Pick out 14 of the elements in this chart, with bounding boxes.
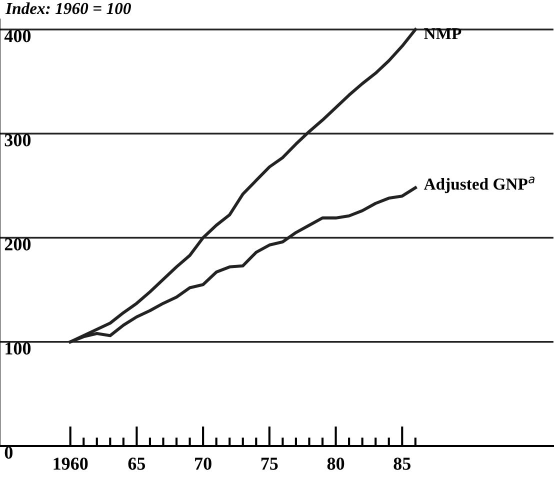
series-label: Adjusted GNP$^{a}$ [424, 176, 534, 194]
y-tick-label: 200 [4, 238, 31, 250]
x-tick-label: 65 [128, 458, 146, 470]
x-tick-label: 1960 [54, 458, 88, 470]
x-tick-label: 85 [394, 458, 411, 470]
y-tick-label: 300 [4, 134, 31, 146]
x-tick-label: 70 [195, 458, 212, 470]
y-tick-label: 400 [4, 30, 31, 42]
series-label: NMP [424, 28, 462, 40]
x-tick-label: 80 [327, 458, 344, 470]
y-tick-label: 0 [4, 446, 13, 459]
y-tick-label: 100 [6, 342, 31, 355]
chart-title: Index: 1960 = 100 [5, 2, 131, 14]
x-tick-label: 75 [261, 458, 278, 470]
